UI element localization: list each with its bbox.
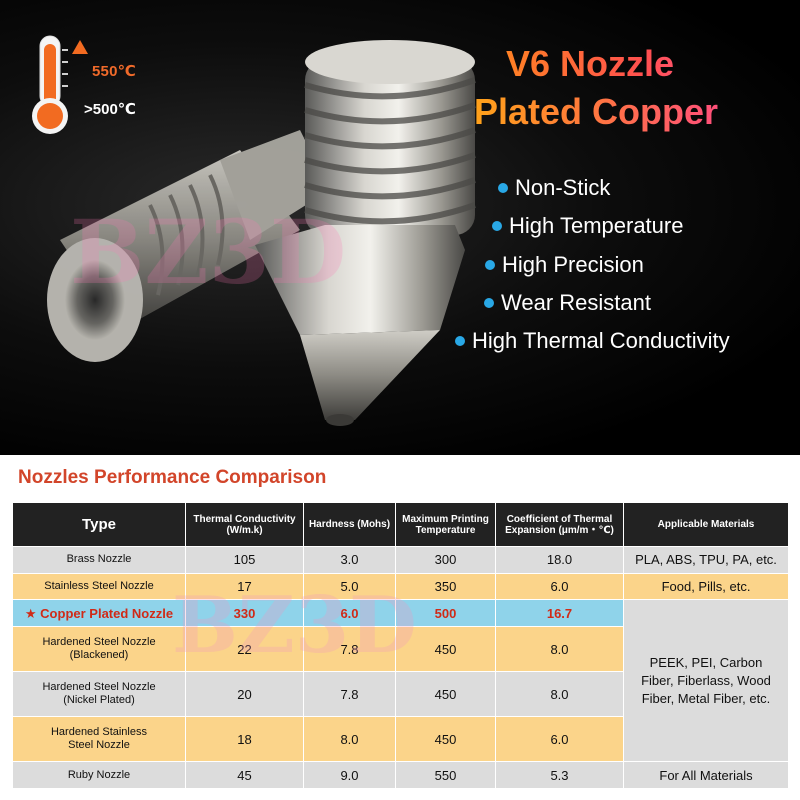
max-temp-label: 550℃: [92, 63, 136, 80]
nozzle-photo: [47, 40, 476, 426]
table-row: Hardened Stainless Steel Nozzle 18 8.0 45…: [12, 716, 789, 763]
product-headline: V6 Nozzle Plated Copper: [474, 40, 718, 136]
max-temp-cell: 550: [395, 761, 496, 789]
product-hero: 550℃ >500℃ V6 Nozzle Plated Copper Non-S…: [0, 0, 800, 455]
col-header-max-temp: Maximum Printing Temperature: [395, 502, 496, 547]
type-cell: ★ Copper Plated Nozzle: [12, 599, 186, 628]
max-temp-cell: 350: [395, 572, 496, 601]
type-line-1: Hardened Steel Nozzle: [42, 681, 156, 694]
thermal-cell: 20: [185, 671, 304, 718]
bullet-icon: [492, 221, 502, 231]
thermal-cell: 45: [185, 761, 304, 789]
feature-label: High Temperature: [509, 213, 684, 238]
bullet-icon: [455, 336, 465, 346]
feature-item: High Thermal Conductivity: [455, 328, 730, 354]
thermal-cell: 17: [185, 572, 304, 601]
type-label: Copper Plated Nozzle: [40, 605, 174, 621]
max-temp-cell: 450: [395, 671, 496, 718]
feature-item: High Precision: [485, 252, 644, 278]
thermal-cell: 18: [185, 716, 304, 763]
table-row: Brass Nozzle 105 3.0 300 18.0 PLA, ABS, …: [12, 546, 789, 574]
type-cell: Ruby Nozzle: [12, 761, 186, 789]
materials-cell: For All Materials: [623, 761, 789, 789]
cte-cell: 18.0: [495, 546, 624, 574]
feature-list: Non-Stick High Temperature High Precisio…: [455, 175, 730, 354]
thermal-cell: 330: [185, 599, 304, 628]
hardness-cell: 5.0: [303, 572, 396, 601]
headline-line-2: Plated Copper: [473, 91, 718, 132]
type-line-1: Hardened Stainless: [50, 726, 147, 739]
type-cell: Hardened Steel Nozzle (Nickel Plated): [12, 671, 186, 718]
bullet-icon: [498, 183, 508, 193]
cte-cell: 8.0: [495, 671, 624, 718]
type-cell: Hardened Stainless Steel Nozzle: [12, 716, 186, 763]
feature-item: Non-Stick: [498, 175, 610, 201]
table-row: Ruby Nozzle 45 9.0 550 5.3 For All Mater…: [12, 761, 789, 789]
type-line-1: Hardened Steel Nozzle: [42, 636, 156, 649]
type-line-2: Steel Nozzle: [68, 739, 130, 752]
hardness-cell: 8.0: [303, 716, 396, 763]
table-row-highlighted: ★ Copper Plated Nozzle 330 6.0 500 16.7 …: [12, 599, 789, 763]
max-temp-cell: 300: [395, 546, 496, 574]
headline-line-1: V6 Nozzle: [474, 40, 718, 88]
feature-label: High Thermal Conductivity: [472, 328, 730, 353]
feature-label: Wear Resistant: [501, 290, 651, 315]
hardness-cell: 3.0: [303, 546, 396, 574]
col-header-hardness: Hardness (Mohs): [303, 502, 396, 547]
working-temp-label: >500℃: [84, 101, 136, 118]
max-temp-cell: 450: [395, 716, 496, 763]
feature-item: Wear Resistant: [484, 290, 651, 316]
materials-cell: PLA, ABS, TPU, PA, etc.: [623, 546, 789, 574]
star-icon: ★: [24, 605, 37, 621]
hardness-cell: 7.8: [303, 626, 396, 673]
materials-merged-cell: PEEK, PEI, Carbon Fiber, Fiberlass, Wood…: [623, 599, 789, 763]
max-temp-cell: 450: [395, 626, 496, 673]
type-line-2: (Nickel Plated): [63, 694, 135, 707]
col-header-type: Type: [12, 502, 186, 547]
comparison-table: Type Thermal Conductivity (W/m.k) Hardne…: [12, 502, 789, 789]
col-header-cte: Coefficient of Thermal Expansion (μm/m・℃…: [495, 502, 624, 547]
thermometer-icon: [32, 35, 88, 134]
cte-cell: 16.7: [495, 599, 624, 628]
bullet-icon: [484, 298, 494, 308]
comparison-title: Nozzles Performance Comparison: [18, 467, 327, 488]
feature-item: High Temperature: [492, 213, 683, 239]
table-row: Hardened Steel Nozzle (Blackened) 22 7.8 …: [12, 626, 789, 673]
table-header-row: Type Thermal Conductivity (W/m.k) Hardne…: [12, 502, 789, 547]
max-temp-cell: 500: [395, 599, 496, 628]
bullet-icon: [485, 260, 495, 270]
thermal-cell: 105: [185, 546, 304, 574]
hardness-cell: 6.0: [303, 599, 396, 628]
table-row: Stainless Steel Nozzle 17 5.0 350 6.0 Fo…: [12, 572, 789, 601]
table-row: Hardened Steel Nozzle (Nickel Plated) 20 …: [12, 671, 789, 718]
feature-label: Non-Stick: [515, 175, 611, 200]
cte-cell: 8.0: [495, 626, 624, 673]
cte-cell: 5.3: [495, 761, 624, 789]
cte-cell: 6.0: [495, 572, 624, 601]
type-line-2: (Blackened): [69, 649, 129, 662]
hardness-cell: 7.8: [303, 671, 396, 718]
thermal-cell: 22: [185, 626, 304, 673]
cte-cell: 6.0: [495, 716, 624, 763]
type-cell: Hardened Steel Nozzle (Blackened): [12, 626, 186, 673]
type-cell: Brass Nozzle: [12, 546, 186, 574]
col-header-thermal: Thermal Conductivity (W/m.k): [185, 502, 304, 547]
up-arrow-icon: [72, 40, 88, 120]
col-header-materials: Applicable Materials: [623, 502, 789, 547]
feature-label: High Precision: [502, 252, 644, 277]
type-cell: Stainless Steel Nozzle: [12, 572, 186, 601]
hardness-cell: 9.0: [303, 761, 396, 789]
materials-cell: Food, Pills, etc.: [623, 572, 789, 601]
